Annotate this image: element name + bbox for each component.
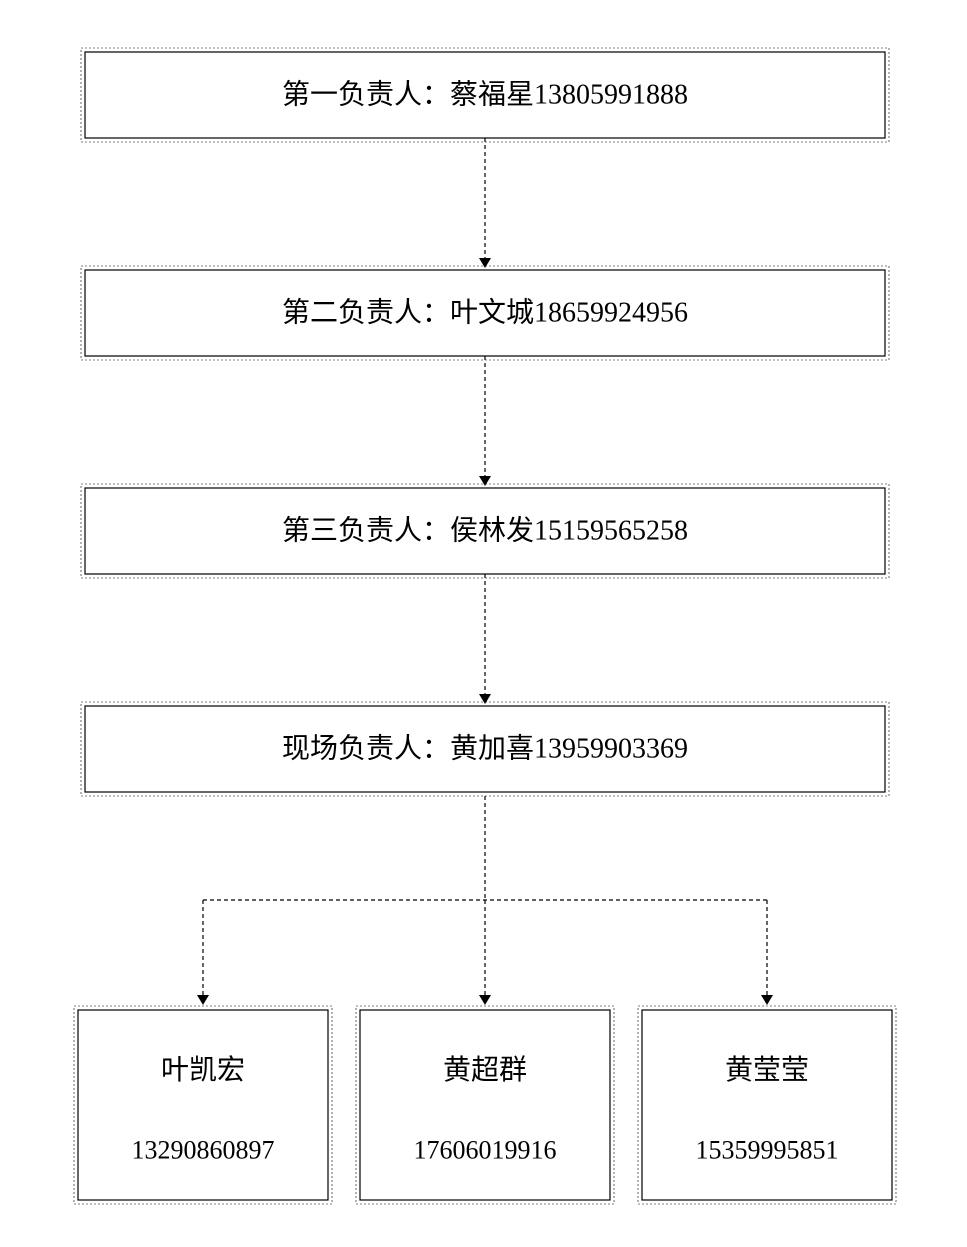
org-flowchart: 第一负责人：蔡福星13805991888 第二负责人：叶文城18659924956… bbox=[0, 0, 967, 1247]
subnode-name: 黄超群 bbox=[443, 1054, 527, 1086]
subnode-phone: 13290860897 bbox=[132, 1135, 275, 1164]
subnode-outer bbox=[638, 1006, 896, 1204]
subnode-s1 bbox=[78, 1010, 328, 1200]
subnode-phone: 17606019916 bbox=[414, 1135, 557, 1164]
subnode-phone: 15359995851 bbox=[696, 1135, 839, 1164]
subnode-outer bbox=[74, 1006, 332, 1204]
subnode-s2 bbox=[360, 1010, 610, 1200]
node-label: 第一负责人：蔡福星13805991888 bbox=[282, 78, 688, 110]
node-label: 现场负责人：黄加喜13959903369 bbox=[282, 732, 688, 764]
subnode-outer bbox=[356, 1006, 614, 1204]
subnode-name: 叶凯宏 bbox=[161, 1054, 245, 1086]
node-label: 第三负责人：侯林发15159565258 bbox=[282, 514, 688, 546]
subnode-s3 bbox=[642, 1010, 892, 1200]
subnode-name: 黄莹莹 bbox=[725, 1054, 809, 1086]
node-label: 第二负责人：叶文城18659924956 bbox=[282, 296, 688, 328]
